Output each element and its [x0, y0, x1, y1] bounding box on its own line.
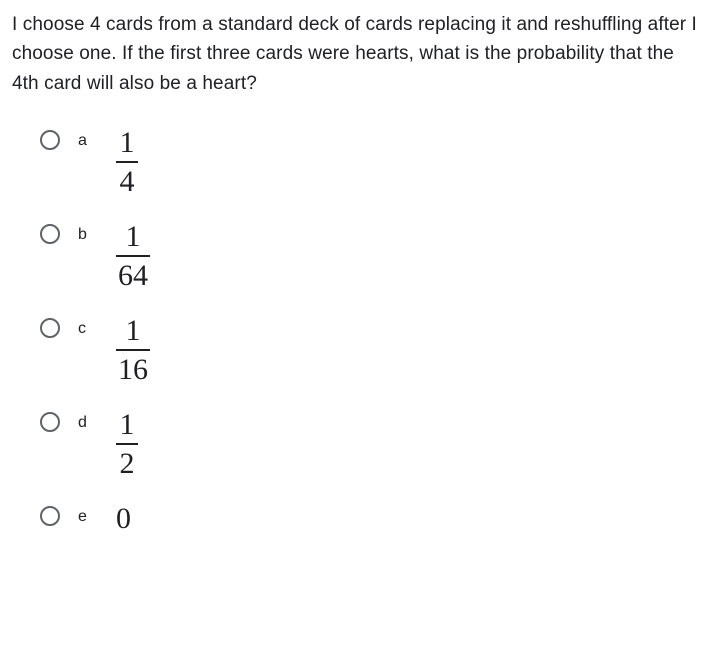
- fraction: 1 64: [116, 220, 150, 292]
- option-value: 1 16: [116, 314, 150, 386]
- option-value: 1 4: [116, 126, 138, 198]
- option-a[interactable]: a 1 4: [40, 126, 699, 198]
- options-list: a 1 4 b 1 64 c 1 16: [12, 126, 699, 535]
- radio-icon[interactable]: [40, 224, 60, 244]
- radio-icon[interactable]: [40, 412, 60, 432]
- option-label: b: [78, 226, 98, 244]
- fraction-denominator: 16: [116, 353, 150, 386]
- fraction: 1 2: [116, 408, 138, 480]
- question-text: I choose 4 cards from a standard deck of…: [12, 10, 699, 98]
- fraction-denominator: 64: [116, 259, 150, 292]
- fraction-bar: [116, 255, 150, 257]
- radio-icon[interactable]: [40, 130, 60, 150]
- option-value: 0: [116, 502, 131, 535]
- option-value: 1 2: [116, 408, 138, 480]
- fraction-numerator: 1: [124, 314, 143, 347]
- option-label: a: [78, 132, 98, 150]
- option-value: 1 64: [116, 220, 150, 292]
- fraction-bar: [116, 443, 138, 445]
- fraction-numerator: 1: [118, 408, 137, 441]
- option-e[interactable]: e 0: [40, 502, 699, 535]
- option-c[interactable]: c 1 16: [40, 314, 699, 386]
- option-d[interactable]: d 1 2: [40, 408, 699, 480]
- fraction-numerator: 1: [118, 126, 137, 159]
- radio-icon[interactable]: [40, 506, 60, 526]
- fraction-bar: [116, 161, 138, 163]
- fraction: 1 4: [116, 126, 138, 198]
- radio-icon[interactable]: [40, 318, 60, 338]
- option-label: d: [78, 414, 98, 432]
- fraction-numerator: 1: [124, 220, 143, 253]
- option-label: c: [78, 320, 98, 338]
- fraction: 1 16: [116, 314, 150, 386]
- option-b[interactable]: b 1 64: [40, 220, 699, 292]
- fraction-bar: [116, 349, 150, 351]
- fraction-denominator: 4: [118, 165, 137, 198]
- option-label: e: [78, 508, 98, 526]
- fraction-denominator: 2: [118, 447, 137, 480]
